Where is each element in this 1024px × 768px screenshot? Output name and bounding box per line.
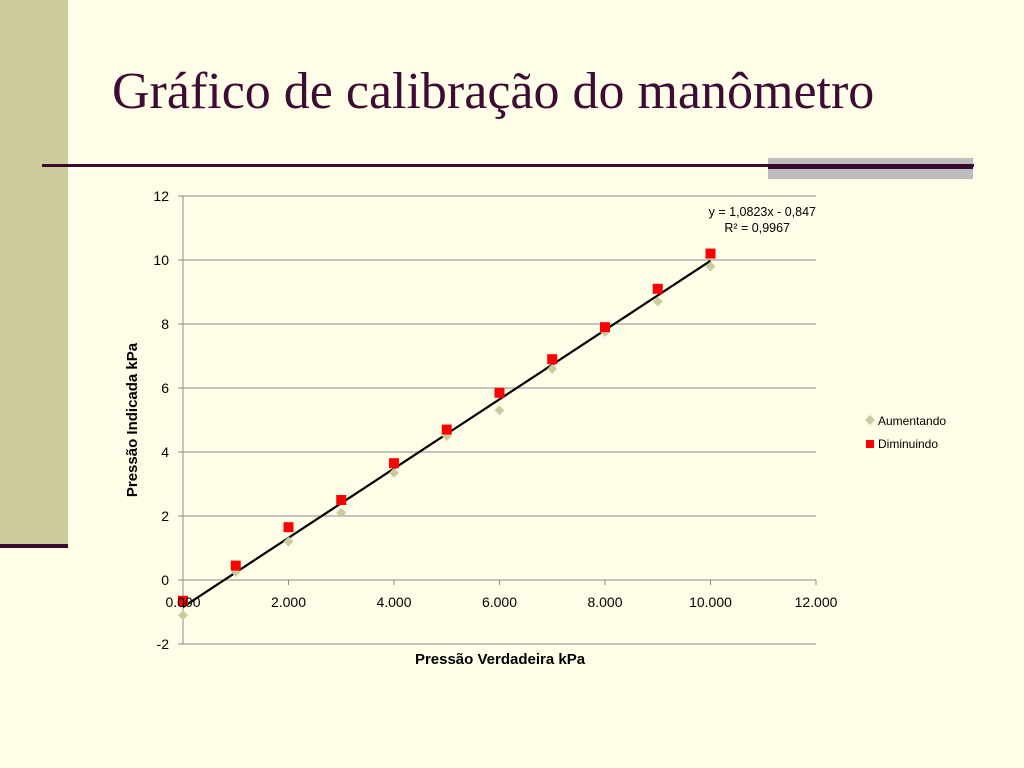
x-tick-label: 8.000: [587, 594, 622, 610]
point-aumentando: [547, 363, 558, 374]
x-tick-label: 4.000: [376, 594, 411, 610]
point-aumentando: [705, 261, 716, 272]
left-band-underline: [0, 544, 68, 548]
x-tick-label: 0.000: [165, 594, 200, 610]
slide-title: Gráfico de calibração do manômetro: [112, 63, 875, 120]
point-aumentando: [494, 405, 505, 416]
point-diminuindo: [441, 424, 452, 435]
x-tick-label: 2.000: [271, 594, 306, 610]
point-diminuindo: [494, 387, 505, 398]
y-tick-label: 2: [161, 508, 169, 524]
point-diminuindo: [652, 283, 663, 294]
point-diminuindo: [178, 595, 188, 606]
point-diminuindo: [389, 458, 399, 469]
point-diminuindo: [705, 248, 716, 259]
y-axis-title: Pressão Indicada kPa: [124, 342, 141, 497]
title-rule-accent-line: [768, 166, 973, 169]
y-tick-label: 8: [161, 316, 169, 332]
y-tick-label: 4: [161, 444, 169, 460]
legend-label-aumentando: Aumentando: [878, 414, 946, 428]
y-tick-label: 12: [153, 188, 169, 204]
trendline-equation: y = 1,0823x - 0,847: [709, 205, 816, 219]
point-diminuindo: [283, 522, 294, 533]
point-aumentando: [389, 467, 399, 478]
chart-grid: [183, 195, 816, 645]
trendline-r-squared: R² = 0,9967: [724, 221, 790, 235]
chart-legend: Aumentando Diminuindo: [865, 414, 946, 451]
x-tick-label: 6.000: [482, 594, 517, 610]
title-rule: [42, 164, 974, 167]
left-decorative-band: [0, 0, 68, 545]
point-diminuindo: [230, 560, 241, 571]
y-tick-label: 0: [161, 572, 169, 588]
legend-marker-aumentando: [865, 415, 875, 425]
tick-labels: -2 0 2 4 6 8 10 12 0.000 2.000 4.000 6.000 8.000 10.0…: [153, 188, 837, 652]
x-tick-label: 10.000: [689, 594, 732, 610]
y-tick-label: -2: [157, 636, 170, 652]
point-aumentando: [336, 507, 347, 518]
legend-label-diminuindo: Diminuindo: [878, 437, 938, 451]
legend-marker-diminuindo: [866, 440, 874, 448]
point-aumentando: [178, 610, 188, 621]
point-diminuindo: [547, 354, 558, 365]
chart-axes: [178, 195, 817, 645]
data-points: [178, 248, 716, 621]
x-tick-label: 12.000: [795, 594, 838, 610]
point-diminuindo: [600, 322, 610, 333]
point-aumentando: [283, 536, 294, 547]
point-aumentando: [652, 296, 663, 307]
x-axis-title: Pressão Verdadeira kPa: [415, 651, 586, 668]
y-tick-label: 10: [153, 252, 169, 268]
y-tick-label: 6: [161, 380, 169, 396]
point-diminuindo: [336, 495, 347, 505]
